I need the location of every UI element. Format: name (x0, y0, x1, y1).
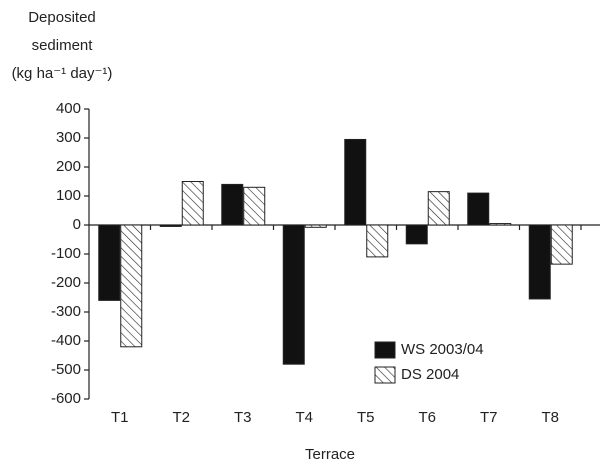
legend-label: DS 2004 (401, 366, 459, 383)
y-tick-label: 200 (56, 158, 81, 175)
y-tick-label: 0 (73, 216, 81, 233)
bar (221, 183, 244, 226)
y-tick-label: 100 (56, 187, 81, 204)
legend-label: WS 2003/04 (401, 341, 484, 358)
y-tick-label: 400 (56, 100, 81, 117)
y-tick-label: -500 (51, 361, 81, 378)
x-tick-label: T3 (234, 409, 252, 426)
y-axis-label: (kg ha⁻¹ day⁻¹) (12, 65, 113, 82)
bar (366, 224, 389, 258)
bar (159, 224, 182, 227)
bar (467, 192, 490, 226)
y-tick-label: -300 (51, 303, 81, 320)
y-axis-label: Deposited (28, 9, 96, 26)
x-tick-label: T6 (418, 409, 436, 426)
x-tick-label: T5 (357, 409, 375, 426)
y-tick-label: 300 (56, 129, 81, 146)
bar (98, 224, 121, 301)
bar (282, 224, 305, 365)
y-tick-label: -400 (51, 332, 81, 349)
y-tick-label: -100 (51, 245, 81, 262)
x-tick-label: T4 (295, 409, 313, 426)
x-tick-label: T8 (541, 409, 559, 426)
y-axis-label: sediment (32, 37, 94, 54)
x-tick-label: T7 (480, 409, 498, 426)
legend-swatch (374, 341, 396, 359)
bar (550, 224, 573, 265)
x-axis-label: Terrace (305, 446, 355, 463)
bar (120, 224, 143, 348)
x-tick-label: T1 (111, 409, 129, 426)
x-tick-label: T2 (172, 409, 190, 426)
legend-swatch (374, 366, 396, 384)
bar (489, 223, 512, 226)
bar (181, 181, 204, 226)
y-tick-label: -600 (51, 390, 81, 407)
y-tick-label: -200 (51, 274, 81, 291)
bar (304, 224, 327, 228)
bar (405, 224, 428, 245)
bar (427, 191, 450, 226)
bar (344, 138, 367, 226)
bar (243, 186, 266, 226)
bar (528, 224, 551, 300)
